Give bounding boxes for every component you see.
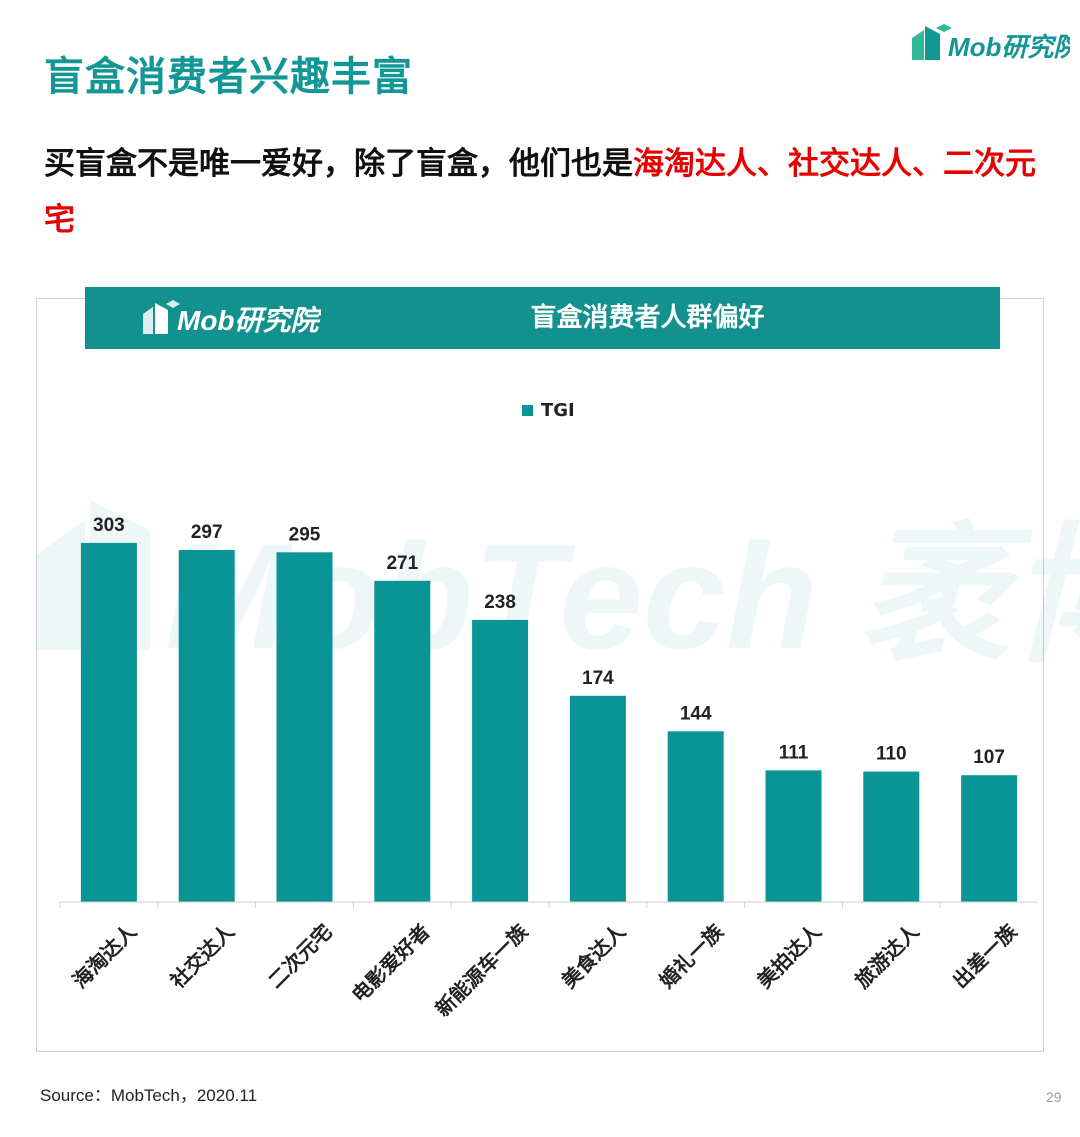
data-label-4: 271 xyxy=(386,553,418,574)
bar-1 xyxy=(80,542,137,902)
bar-2 xyxy=(178,550,235,902)
source-note: Source：MobTech，2020.11 xyxy=(40,1086,258,1105)
x-tick-label: 海淘达人 xyxy=(68,919,142,993)
logo-text: Mob研究院 xyxy=(948,32,1070,62)
bar-6 xyxy=(569,695,626,902)
subtitle: 买盲盒不是唯一爱好，除了盲盒，他们也是海淘达人、社交达人、二次元宅 xyxy=(44,136,1044,248)
bar-7 xyxy=(667,731,724,902)
data-label-6: 174 xyxy=(582,668,614,689)
data-label-3: 295 xyxy=(289,524,321,545)
data-label-2: 297 xyxy=(191,522,223,543)
subtitle-highlight: 海淘达人、社交达人、二次元宅 xyxy=(44,146,1036,238)
bar-9 xyxy=(863,771,920,902)
data-label-7: 144 xyxy=(680,703,712,724)
banner-logo-text: Mob研究院 xyxy=(177,305,321,336)
x-tick-label: 电影爱好者 xyxy=(347,919,435,1007)
x-tick-label: 婚礼一族 xyxy=(654,919,728,993)
x-tick-label: 新能源车一族 xyxy=(431,919,534,1022)
chart-legend: TGI xyxy=(522,398,575,422)
x-tick-label: 社交达人 xyxy=(165,919,240,994)
legend-swatch xyxy=(522,404,533,416)
chart-banner: Mob研究院 盲盒消费者人群偏好 xyxy=(85,287,1000,349)
bar-5 xyxy=(472,619,529,902)
bar-10 xyxy=(961,775,1018,902)
bar-4 xyxy=(374,580,431,902)
data-label-9: 110 xyxy=(876,744,907,765)
data-label-8: 111 xyxy=(779,742,809,763)
page-title: 盲盒消费者兴趣丰富 xyxy=(44,54,413,100)
banner-logo: Mob研究院 xyxy=(143,300,321,336)
legend-label: TGI xyxy=(541,399,575,421)
x-tick-label: 二次元宅 xyxy=(263,919,337,993)
bar-8 xyxy=(765,770,822,902)
page-number: 29 xyxy=(1046,1089,1062,1105)
banner-logo-building-icon xyxy=(143,307,153,334)
x-tick-label: 美拍达人 xyxy=(752,919,826,993)
logo-building-icon xyxy=(912,30,924,60)
mob-research-logo: Mob研究院 xyxy=(912,24,1070,62)
data-label-10: 107 xyxy=(973,747,1005,768)
chart-title: 盲盒消费者人群偏好 xyxy=(530,303,765,333)
bar-3 xyxy=(276,552,333,902)
x-tick-label: 美食达人 xyxy=(557,919,631,993)
x-tick-label: 出差一族 xyxy=(948,919,1022,993)
x-tick-label: 旅游达人 xyxy=(850,919,924,993)
data-label-1: 303 xyxy=(93,515,125,536)
subtitle-plain: 买盲盒不是唯一爱好，除了盲盒，他们也是 xyxy=(44,146,633,182)
data-label-5: 238 xyxy=(484,592,516,613)
